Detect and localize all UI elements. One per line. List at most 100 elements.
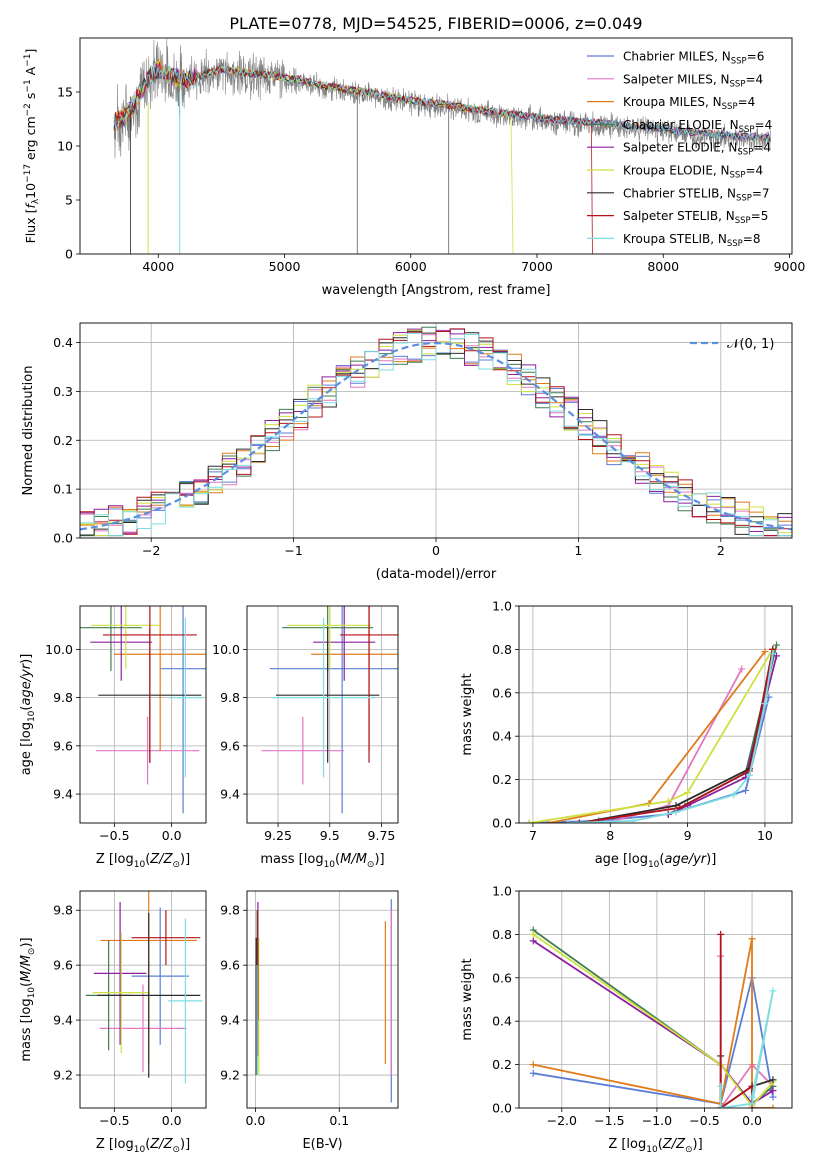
legend-label: Salpeter ELODIE, NSSP=4 [623, 141, 771, 158]
weight-point [742, 786, 750, 794]
errorbar-salpeter-stelib [131, 910, 201, 966]
y-tick-label: 9.4 [220, 787, 240, 802]
x-axis-label: Z [log10(Z/Z⊙)] [96, 852, 190, 870]
panel-residuals: −2 −1 0 1 2 0.0 0.1 0.2 0.3 0.4 (data-model)/error… [21, 322, 793, 582]
weight-line [579, 649, 774, 823]
y-tick-label: 9.2 [53, 1068, 73, 1083]
errorbar-kroupa-stelib [271, 618, 376, 778]
x-tick-label: 8 [606, 828, 614, 843]
plot-area [519, 891, 792, 1108]
errorbar-chabrier-miles [269, 606, 398, 814]
y-tick-label: 9.6 [220, 958, 240, 973]
x-tick-label: 7 [529, 828, 537, 843]
model-line-salpeter-stelib [113, 62, 593, 254]
y-tick-label: 0.4 [53, 335, 73, 350]
plot-area [247, 891, 398, 1108]
legend-label: Salpeter MILES, NSSP=4 [623, 72, 763, 89]
weight-point [769, 987, 777, 995]
y-tick-label: 0.8 [492, 642, 512, 657]
x-tick-label: 0.0 [742, 1113, 762, 1128]
weight-point [529, 1061, 537, 1069]
y-axis-label: mass [log10(M/M⊙)] [19, 937, 37, 1061]
weight-series-kroupa-miles [544, 648, 769, 823]
y-tick-label: 9.6 [53, 958, 73, 973]
x-tick-label: 0.1 [329, 1113, 349, 1128]
x-tick-label: 9.75 [368, 828, 396, 843]
x-tick-label: 8000 [647, 259, 679, 274]
y-tick-label: 1.0 [492, 884, 512, 899]
normal-curve [80, 341, 792, 531]
y-tick-label: 0.4 [492, 729, 512, 744]
y-axis-label: mass weight [460, 673, 475, 755]
x-tick-label: −0.5 [689, 1113, 719, 1128]
legend-label: Chabrier STELIB, NSSP=7 [623, 186, 770, 203]
y-tick-label: 9.4 [220, 1013, 240, 1028]
x-tick-label: 6000 [395, 259, 427, 274]
weight-point [738, 665, 746, 673]
errorbar-salpeter-miles [261, 716, 345, 785]
y-tick-label: 0.4 [492, 1014, 512, 1029]
weight-line [567, 653, 774, 823]
y-tick-label: 9.6 [53, 738, 73, 753]
legend-label: Kroupa STELIB, NSSP=8 [623, 232, 761, 249]
y-tick-label: 9.6 [220, 738, 240, 753]
histogram-salpeter-stelib [80, 328, 792, 537]
x-tick-label: 0.0 [162, 1113, 182, 1128]
legend-label: Chabrier MILES, NSSP=6 [623, 50, 764, 67]
weight-point [773, 652, 781, 660]
weight-point [564, 819, 572, 823]
weight-point [529, 1069, 537, 1077]
plot-area [519, 606, 792, 823]
x-axis-label: wavelength [Angstrom, rest frame] [322, 283, 551, 298]
weight-point [730, 791, 738, 799]
y-tick-label: 0.6 [492, 970, 512, 985]
y-tick-label: 0.8 [492, 927, 512, 942]
weight-point [748, 1093, 756, 1101]
weight-line [606, 668, 743, 823]
weight-point [745, 771, 753, 779]
x-tick-label: 0 [432, 543, 440, 558]
y-tick-label: 0.3 [53, 384, 73, 399]
weight-point [684, 789, 692, 797]
y-tick-label: 0.2 [53, 433, 73, 448]
errorbar-kroupa-stelib [168, 618, 203, 778]
figure-title: PLATE=0778, MJD=54525, FIBERID=0006, z=0… [229, 14, 642, 33]
weight-point [602, 819, 610, 823]
y-tick-label: 9.2 [220, 1068, 240, 1083]
plot-area [80, 606, 206, 823]
legend-label: Kroupa MILES, NSSP=4 [623, 95, 755, 112]
y-tick-label: 15 [57, 85, 73, 100]
weight-point [672, 808, 680, 816]
x-tick-label: −0.5 [99, 1113, 129, 1128]
errorbar-salpeter-stelib [340, 606, 398, 763]
plot-area [247, 606, 398, 823]
legend: Chabrier MILES, NSSP=6 Salpeter MILES, NS… [587, 50, 772, 249]
y-axis-label: mass weight [460, 958, 475, 1040]
x-tick-label: 7000 [521, 259, 553, 274]
axes-frame [79, 890, 207, 1109]
y-tick-label: 10 [57, 139, 73, 154]
y-tick-label: 9.8 [53, 690, 73, 705]
y-tick-label: 10.0 [45, 642, 73, 657]
y-tick-label: 9.8 [220, 903, 240, 918]
weight-point [769, 1104, 777, 1108]
x-axis-label: Z [log10(Z/Z⊙)] [96, 1137, 190, 1155]
weight-line [548, 651, 766, 823]
panel-spectrum: 4000 5000 6000 7000 8000 9000 0 5 10 15 wavelength… [23, 37, 806, 298]
x-tick-label: 9 [684, 828, 692, 843]
y-tick-label: 0.0 [492, 1101, 512, 1116]
x-tick-label: −1.5 [594, 1113, 624, 1128]
weight-point [773, 641, 781, 649]
axes-frame [79, 605, 207, 824]
y-tick-label: 9.8 [220, 690, 240, 705]
errorbar-chabrier-elodie [80, 606, 142, 672]
weight-line [528, 648, 774, 823]
y-tick-label: 0.2 [492, 772, 512, 787]
x-tick-label: 9000 [774, 259, 806, 274]
errorbar-kroupa-elodie [92, 932, 150, 1054]
x-tick-label: 0.0 [162, 828, 182, 843]
y-tick-label: 0.1 [53, 482, 73, 497]
x-axis-label: age [log10(age/yr)] [595, 852, 717, 870]
panel-age-vs-Z: −0.5 0.0 9.4 9.6 9.8 10.0 Z [log10(Z/Z⊙)] age [… [19, 605, 207, 870]
weight-line [667, 655, 778, 816]
